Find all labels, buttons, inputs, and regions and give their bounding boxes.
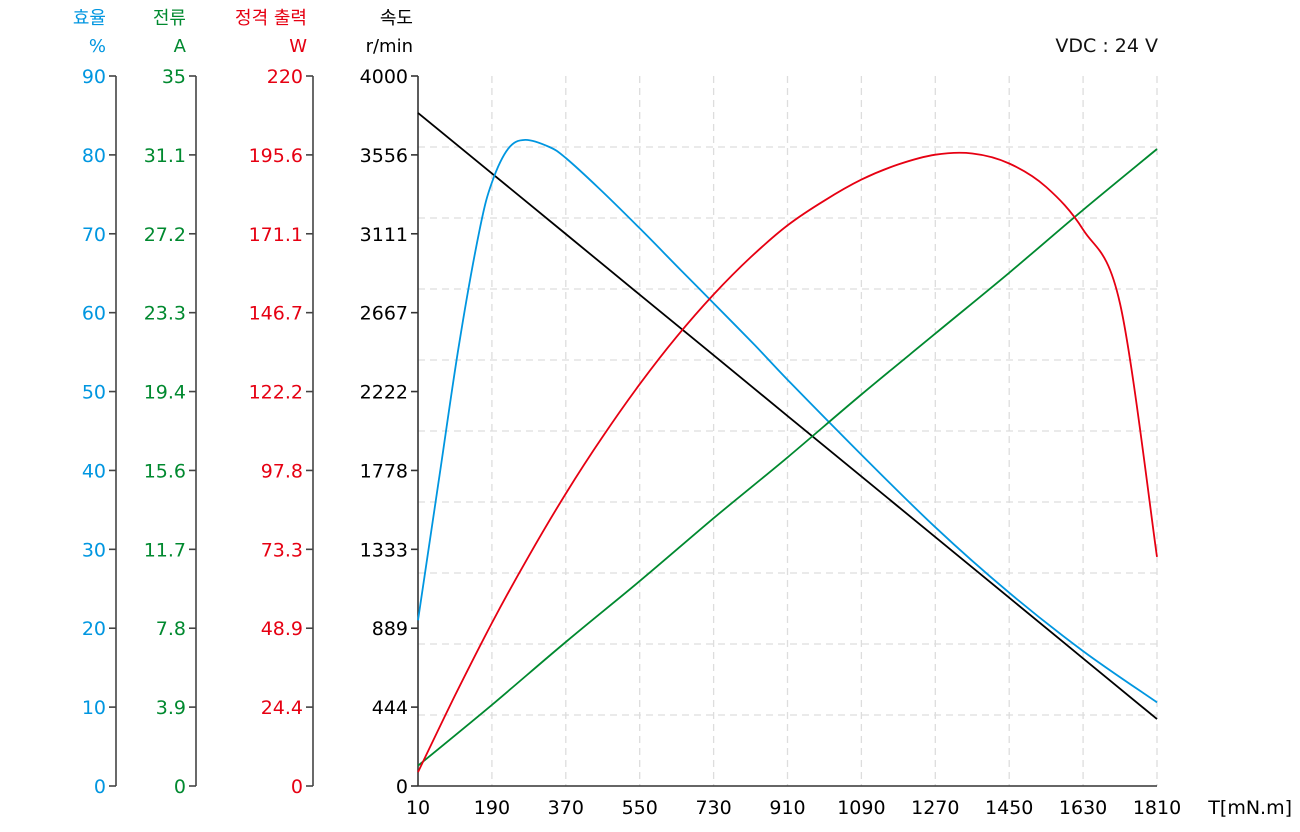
voltage-annotation: VDC : 24 V <box>1055 35 1158 57</box>
power-tick-label: 48.9 <box>261 618 303 640</box>
efficiency-tick-label: 60 <box>82 303 106 325</box>
current-tick-label: 0 <box>174 776 186 798</box>
speed-tick-label: 1333 <box>360 539 408 561</box>
current-tick-label: 19.4 <box>144 382 186 404</box>
power-curve <box>417 151 1158 773</box>
speed-tick-label: 444 <box>372 697 408 719</box>
power-axis-title: 정격 출력 <box>235 8 307 29</box>
power-tick-label: 220 <box>267 66 303 88</box>
efficiency-tick-label: 0 <box>94 776 106 798</box>
x-tick-label: 1090 <box>837 797 885 819</box>
current-tick-label: 35 <box>162 66 186 88</box>
efficiency-tick-label: 90 <box>82 66 106 88</box>
power-tick-label: 97.8 <box>261 460 303 482</box>
current-tick-label: 23.3 <box>144 303 186 325</box>
speed-tick-label: 889 <box>372 618 408 640</box>
speed-tick-label: 3111 <box>360 224 408 246</box>
speed-curve <box>417 112 1158 720</box>
x-tick-label: 730 <box>695 797 731 819</box>
current-tick-label: 27.2 <box>144 224 186 246</box>
x-tick-label: 1810 <box>1133 797 1181 819</box>
x-tick-label: 1270 <box>911 797 959 819</box>
grid-lines <box>418 76 1158 786</box>
x-tick-label: 370 <box>548 797 584 819</box>
x-tick-label: 190 <box>474 797 510 819</box>
x-tick-label: 1450 <box>985 797 1033 819</box>
speed-tick-label: 0 <box>396 776 408 798</box>
speed-tick-label: 2222 <box>360 382 408 404</box>
speed-tick-label: 3556 <box>360 145 408 167</box>
x-tick-label: 1630 <box>1059 797 1107 819</box>
power-tick-label: 195.6 <box>249 145 303 167</box>
efficiency-tick-label: 70 <box>82 224 106 246</box>
data-curves <box>417 112 1158 773</box>
current-axis-title: 전류 <box>153 8 186 29</box>
current-tick-label: 7.8 <box>156 618 186 640</box>
power-tick-label: 146.7 <box>249 303 303 325</box>
speed-tick-label: 4000 <box>360 66 408 88</box>
current-tick-label: 11.7 <box>144 539 186 561</box>
current-tick-label: 3.9 <box>156 697 186 719</box>
current-axis-unit: A <box>174 36 187 57</box>
speed-tick-label: 1778 <box>360 460 408 482</box>
efficiency-curve <box>417 138 1158 704</box>
speed-tick-label: 2667 <box>360 303 408 325</box>
axis-labels: 0102030405060708090효율%03.97.811.715.619.… <box>73 8 1292 819</box>
power-tick-label: 0 <box>291 776 303 798</box>
efficiency-tick-label: 20 <box>82 618 106 640</box>
current-tick-label: 15.6 <box>144 460 186 482</box>
x-axis-title: T[mN.m] <box>1207 797 1292 819</box>
current-tick-label: 31.1 <box>144 145 186 167</box>
power-tick-label: 24.4 <box>261 697 303 719</box>
speed-axis-title: 속도 <box>380 8 413 29</box>
efficiency-tick-label: 40 <box>82 460 106 482</box>
efficiency-tick-label: 50 <box>82 382 106 404</box>
power-tick-label: 122.2 <box>249 382 303 404</box>
x-tick-label: 550 <box>622 797 658 819</box>
x-tick-label: 910 <box>769 797 805 819</box>
power-axis-unit: W <box>289 36 307 57</box>
speed-axis-unit: r/min <box>366 36 413 57</box>
efficiency-tick-label: 80 <box>82 145 106 167</box>
power-tick-label: 171.1 <box>249 224 303 246</box>
axes <box>109 75 1157 787</box>
power-tick-label: 73.3 <box>261 539 303 561</box>
current-curve <box>417 148 1158 767</box>
x-tick-label: 10 <box>406 797 430 819</box>
efficiency-axis-unit: % <box>89 36 106 57</box>
efficiency-tick-label: 30 <box>82 539 106 561</box>
efficiency-axis-title: 효율 <box>73 8 106 29</box>
efficiency-tick-label: 10 <box>82 697 106 719</box>
